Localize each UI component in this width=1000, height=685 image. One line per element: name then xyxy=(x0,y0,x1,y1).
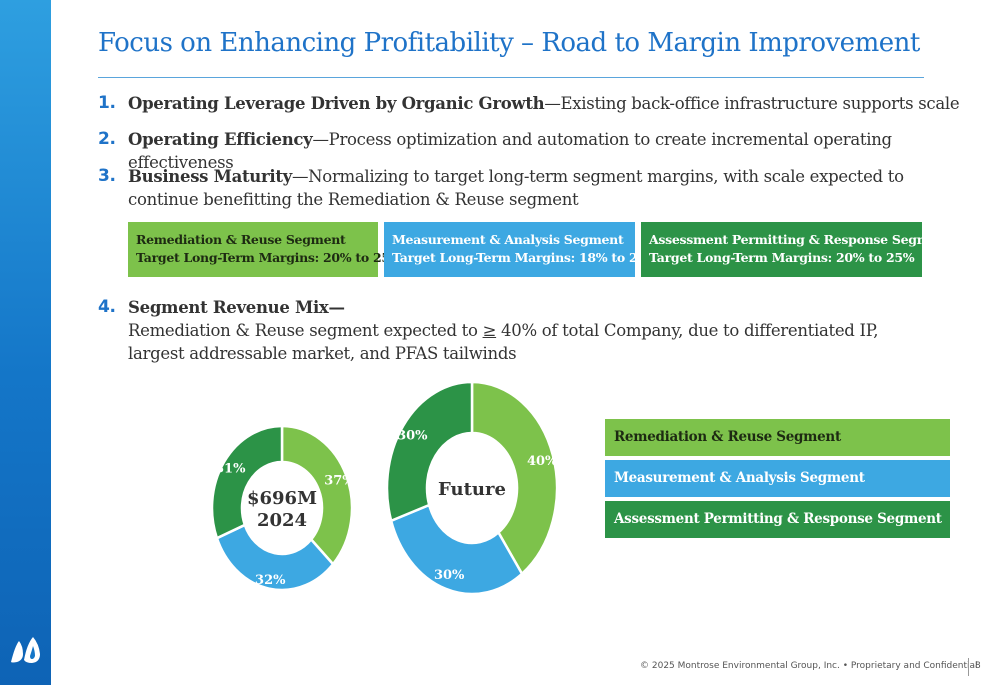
item-number: 3. xyxy=(98,166,116,186)
margin-box-remediation: Remediation & Reuse Segment Target Long-… xyxy=(128,222,402,277)
footer-copyright: © 2025 Montrose Environmental Group, Inc… xyxy=(640,661,978,671)
item-heading: Operating Efficiency xyxy=(128,130,313,149)
list-item-3: 3. Business Maturity—Normalizing to targ… xyxy=(98,165,928,211)
donut-2-center-label: Future xyxy=(438,479,506,500)
margin-box-assessment: Assessment Permitting & Response Segment… xyxy=(641,222,952,277)
item-separator: — xyxy=(328,298,345,317)
item-heading: Business Maturity xyxy=(128,167,292,186)
item-text-pre: Remediation & Reuse segment expected to xyxy=(128,321,483,340)
donut-2-label-2: 30% xyxy=(434,568,465,583)
donut-1-center-label: 2024 xyxy=(257,510,307,531)
list-item-1: 1. Operating Leverage Driven by Organic … xyxy=(98,92,978,115)
item-number: 2. xyxy=(98,129,116,149)
item-heading: Operating Leverage Driven by Organic Gro… xyxy=(128,94,545,113)
margin-box-measurement: Measurement & Analysis Segment Target Lo… xyxy=(384,222,658,277)
item-text: Existing back-office infrastructure supp… xyxy=(560,94,960,113)
item-heading: Segment Revenue Mix xyxy=(128,298,329,317)
donut-1-label-2: 32% xyxy=(255,573,286,588)
donut-1-slice-3 xyxy=(210,424,284,540)
donut-2-slice-1 xyxy=(470,380,559,576)
item-separator: — xyxy=(312,130,329,149)
sidebar xyxy=(0,0,51,685)
item-text: Process optimization and automation to c… xyxy=(128,130,892,172)
margin-box-segment: Remediation & Reuse Segment xyxy=(136,232,346,247)
item-separator: — xyxy=(291,167,309,186)
donut-2-label-1: 40% xyxy=(527,454,558,469)
item-number: 4. xyxy=(98,297,116,317)
title-divider xyxy=(98,77,924,78)
donut-1-slice-2 xyxy=(215,523,335,592)
page-title: Focus on Enhancing Profitability – Road … xyxy=(98,28,920,58)
margin-box-segment: Measurement & Analysis Segment xyxy=(392,232,624,247)
legend-measurement: Measurement & Analysis Segment xyxy=(605,460,950,497)
margin-box-target: Target Long-Term Margins: 20% to 25% xyxy=(649,250,915,265)
legend-assessment: Assessment Permitting & Response Segment xyxy=(605,501,950,538)
list-item-2: 2. Operating Efficiency—Process optimiza… xyxy=(98,128,978,174)
donut-1-center-label: $696M xyxy=(247,488,317,509)
item-text: Normalizing to target long-term segment … xyxy=(128,167,904,209)
donut-1-label-1: 37% xyxy=(324,473,355,488)
item-separator: — xyxy=(544,94,561,113)
list-item-4: 4. Segment Revenue Mix— Remediation & Re… xyxy=(98,296,928,365)
margin-box-segment: Assessment Permitting & Response Segment xyxy=(649,232,952,247)
page-number: 8 xyxy=(975,661,981,671)
donut-1-slice-1 xyxy=(280,424,354,567)
margin-box-target: Target Long-Term Margins: 18% to 22% xyxy=(392,250,658,265)
item-number: 1. xyxy=(98,93,116,113)
montrose-logo-icon xyxy=(11,637,40,663)
donut-2-slice-2 xyxy=(389,503,524,596)
item-text-post: 40% of total Company, due to differentia… xyxy=(128,321,879,363)
legend-remediation: Remediation & Reuse Segment xyxy=(605,419,950,456)
footer-divider xyxy=(968,658,969,676)
greater-equal-symbol: ≥ xyxy=(482,321,497,340)
donut-2-slice-3 xyxy=(385,380,474,523)
donut-2-label-3: 30% xyxy=(397,429,428,444)
margin-box-target: Target Long-Term Margins: 20% to 25% xyxy=(136,250,402,265)
donut-1-label-3: 31% xyxy=(215,461,246,476)
